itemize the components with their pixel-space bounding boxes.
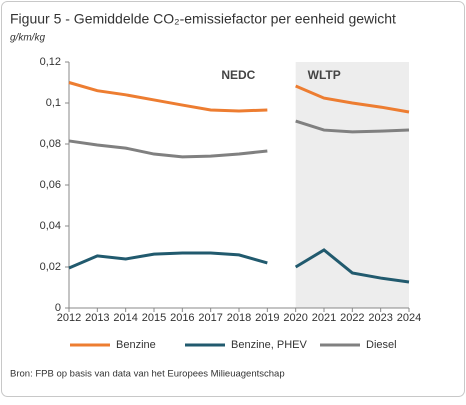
x-tick-label: 2020 — [283, 312, 307, 324]
x-tick-label: 2017 — [198, 312, 222, 324]
y-tick-label: 0,04 — [40, 220, 61, 232]
y-tick-label: 0,12 — [40, 56, 61, 68]
chart-title: Figuur 5 - Gemiddelde CO₂-emissiefactor … — [10, 11, 396, 27]
y-tick-label: 0,06 — [40, 179, 61, 191]
legend-label: Benzine — [116, 339, 156, 351]
legend-label: Diesel — [366, 339, 397, 351]
x-tick-label: 2012 — [57, 312, 81, 324]
x-tick-label: 2022 — [340, 312, 364, 324]
series-line — [295, 84, 410, 114]
source: Bron: FPB op basis van data van het Euro… — [10, 369, 285, 380]
x-tick-label: 2013 — [85, 312, 109, 324]
series-line — [68, 139, 268, 159]
series-line — [294, 248, 410, 284]
region-label: NEDC — [221, 68, 255, 82]
x-tick-label: 2014 — [113, 312, 137, 324]
y-tick-label: 0,08 — [40, 138, 61, 150]
series-line — [295, 119, 410, 134]
x-tick-label: 2024 — [397, 312, 421, 324]
x-tick-label: 2023 — [368, 312, 392, 324]
region-label: WLTP — [308, 68, 341, 82]
y-tick-label: 0,02 — [40, 261, 61, 273]
x-tick-label: 2018 — [227, 312, 251, 324]
x-tick-label: 2015 — [142, 312, 166, 324]
series-line — [68, 251, 268, 270]
x-tick-label: 2021 — [312, 312, 336, 324]
subtitle: g/km/kg — [10, 33, 45, 44]
x-tick-label: 2016 — [170, 312, 194, 324]
x-tick-label: 2019 — [255, 312, 279, 324]
legend-label: Benzine, PHEV — [231, 339, 307, 351]
y-tick-label: 0,1 — [46, 97, 61, 109]
series-line — [68, 81, 268, 113]
y-tick-label: 0 — [55, 302, 61, 314]
